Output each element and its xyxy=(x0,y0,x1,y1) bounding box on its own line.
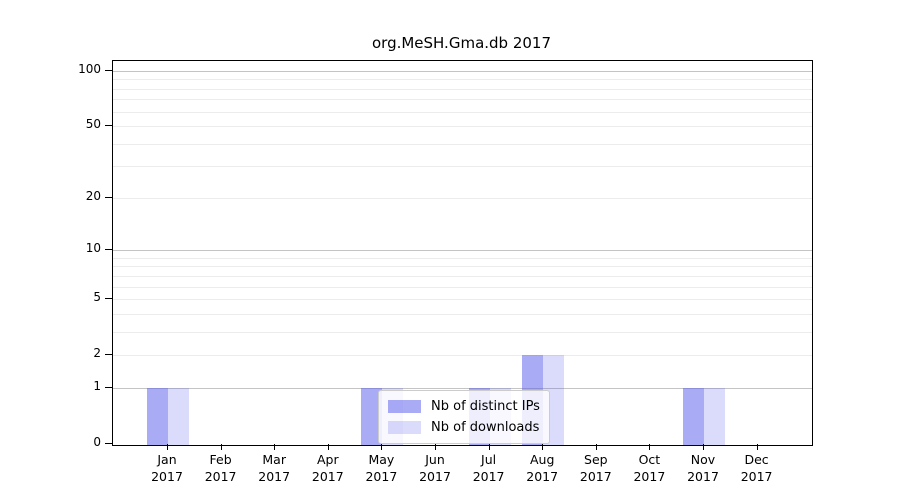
x-tick-label: Mar 2017 xyxy=(243,451,305,485)
x-tick-month: Sep xyxy=(584,452,608,467)
legend: Nb of distinct IPs Nb of downloads xyxy=(378,390,550,444)
x-axis-tick xyxy=(167,444,168,450)
x-axis-tick xyxy=(435,444,436,450)
gridline-minor xyxy=(113,99,812,101)
gridline-minor xyxy=(113,143,812,145)
y-axis-tick xyxy=(105,249,112,251)
x-tick-month: Dec xyxy=(744,452,769,467)
x-tick-label: Jul 2017 xyxy=(458,451,520,485)
x-tick-year: 2017 xyxy=(311,469,344,484)
x-axis-tick xyxy=(488,444,490,450)
y-tick-label: 50 xyxy=(85,117,101,132)
y-tick-label: 20 xyxy=(85,188,101,203)
x-tick-year: 2017 xyxy=(687,469,719,484)
x-tick-year: 2017 xyxy=(633,469,666,484)
chart-title: org.MeSH.Gma.db 2017 xyxy=(371,34,552,52)
x-tick-year: 2017 xyxy=(526,469,559,484)
x-tick-month: May xyxy=(368,452,395,467)
x-tick-month: Jan xyxy=(157,452,177,467)
x-tick-year: 2017 xyxy=(258,469,291,484)
x-tick-label: Feb 2017 xyxy=(190,451,252,485)
x-tick-year: 2017 xyxy=(579,469,612,484)
y-axis-tick xyxy=(105,196,112,198)
x-tick-month: Nov xyxy=(690,452,716,467)
x-tick-year: 2017 xyxy=(365,469,398,484)
legend-item-downloads: Nb of downloads xyxy=(388,417,540,438)
gridline-minor xyxy=(113,88,812,90)
y-tick-label: 100 xyxy=(78,62,101,76)
gridline-minor xyxy=(113,79,812,81)
x-tick-label: Nov 2017 xyxy=(672,451,734,485)
gridline-minor xyxy=(113,257,812,259)
x-axis-tick xyxy=(381,444,383,450)
x-tick-label: Aug 2017 xyxy=(511,451,573,485)
y-axis-tick xyxy=(105,70,112,71)
x-axis-tick xyxy=(542,444,544,450)
gridline-major xyxy=(113,387,812,389)
x-tick-year: 2017 xyxy=(419,469,451,484)
x-tick-year: 2017 xyxy=(151,469,183,484)
y-tick-label: 2 xyxy=(93,346,101,361)
bar-distinct-ips-nov xyxy=(683,387,704,445)
x-axis-tick xyxy=(649,444,651,450)
x-tick-label: Sep 2017 xyxy=(565,451,627,485)
y-tick-label: 1 xyxy=(93,378,101,393)
x-tick-label: Apr 2017 xyxy=(297,451,359,485)
gridline-minor xyxy=(113,286,812,288)
legend-swatch-distinct-ips xyxy=(388,400,421,413)
x-axis-tick xyxy=(327,444,329,450)
plot-area xyxy=(112,60,813,446)
bar-downloads-jan xyxy=(168,387,189,445)
x-axis-tick xyxy=(595,444,597,450)
y-tick-label: 5 xyxy=(93,290,101,305)
x-tick-year: 2017 xyxy=(204,469,237,484)
gridline-major xyxy=(113,71,812,72)
x-tick-label: Dec 2017 xyxy=(726,451,788,485)
gridline-minor xyxy=(113,111,812,113)
gridline-minor xyxy=(113,331,812,333)
y-tick-label: 10 xyxy=(85,241,101,256)
legend-swatch-downloads xyxy=(388,421,421,434)
legend-item-distinct-ips: Nb of distinct IPs xyxy=(388,396,540,417)
x-axis-tick xyxy=(274,444,276,450)
bar-distinct-ips-may xyxy=(361,387,383,445)
y-axis-tick xyxy=(105,443,112,444)
legend-label-downloads: Nb of downloads xyxy=(431,420,540,435)
gridline-minor xyxy=(113,275,812,277)
gridline-minor xyxy=(113,355,812,357)
x-tick-month: Oct xyxy=(638,452,661,467)
x-tick-label: Jan 2017 xyxy=(136,451,198,485)
gridline-minor xyxy=(113,299,812,301)
x-tick-label: Oct 2017 xyxy=(618,451,680,485)
y-axis-tick xyxy=(105,298,112,300)
bar-downloads-nov xyxy=(704,387,725,445)
gridline-minor xyxy=(113,266,812,268)
legend-label-distinct-ips: Nb of distinct IPs xyxy=(431,399,540,414)
y-axis-tick xyxy=(105,125,112,127)
x-tick-label: May 2017 xyxy=(350,451,412,485)
x-axis-tick xyxy=(756,444,758,450)
x-tick-year: 2017 xyxy=(472,469,505,484)
y-axis-tick xyxy=(105,386,112,388)
x-tick-month: Feb xyxy=(209,452,232,467)
bar-distinct-ips-jan xyxy=(147,387,168,445)
x-axis-tick xyxy=(703,444,704,450)
gridline-minor xyxy=(113,126,812,128)
x-tick-year: 2017 xyxy=(740,469,773,484)
x-tick-month: Jul xyxy=(481,452,497,467)
x-tick-month: Mar xyxy=(262,452,286,467)
y-tick-label: 0 xyxy=(93,435,101,449)
y-axis-tick xyxy=(105,354,112,356)
x-tick-label: Jun 2017 xyxy=(404,451,466,485)
gridline-major xyxy=(113,250,812,252)
x-tick-month: Apr xyxy=(316,452,339,467)
gridline-minor xyxy=(113,313,812,315)
gridline-minor xyxy=(113,166,812,168)
x-axis-tick xyxy=(220,444,222,450)
gridline-minor xyxy=(113,197,812,199)
x-tick-month: Aug xyxy=(529,452,555,467)
x-tick-month: Jun xyxy=(425,452,445,467)
